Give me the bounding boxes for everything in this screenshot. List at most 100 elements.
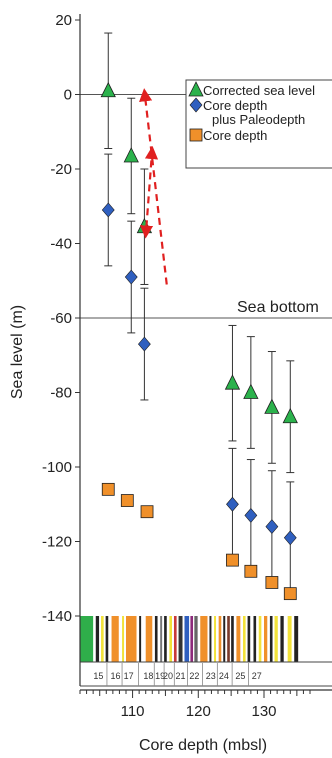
core-number-label: 17	[124, 671, 134, 681]
diamond-point	[138, 336, 151, 352]
triangle-point	[224, 374, 241, 390]
annotations	[139, 88, 168, 285]
core-band	[164, 616, 167, 662]
diamond-point	[124, 269, 138, 285]
core-number-label: 16	[110, 671, 120, 681]
core-band	[280, 616, 284, 662]
core-number-label: 15	[93, 671, 103, 681]
core-band	[194, 616, 198, 662]
legend-diamond-marker	[189, 97, 203, 113]
data-markers	[100, 81, 298, 601]
diamond-point	[244, 507, 258, 523]
y-axis-label: Sea level (m)	[9, 305, 26, 399]
core-band	[218, 616, 222, 662]
diamond-point	[265, 519, 279, 535]
core-band	[139, 616, 142, 662]
legend-entry-label: Corrected sea level	[203, 83, 315, 98]
y-tick-label: -140	[42, 608, 72, 625]
y-tick-label: -120	[42, 534, 72, 551]
core-number-label: 23	[206, 671, 216, 681]
y-tick-label: -40	[50, 236, 72, 253]
core-number-label: 22	[189, 671, 199, 681]
core-band	[287, 616, 292, 662]
triangle-point	[100, 81, 116, 98]
x-axis-label: Core depth (mbsl)	[139, 737, 267, 754]
core-number-label: 25	[235, 671, 245, 681]
core-band	[247, 616, 251, 662]
diamond-point	[283, 530, 297, 546]
square-point	[101, 482, 115, 496]
legend-entry-label: plus Paleodepth	[212, 112, 305, 127]
legend-square-marker	[189, 128, 203, 142]
core-band	[111, 616, 119, 662]
x-tick-label: 130	[251, 703, 276, 720]
y-axis: 20 0 -20 -40 -60 -80 -100 -120 -140	[42, 12, 81, 686]
triangle-point	[123, 147, 139, 163]
core-band	[122, 616, 125, 662]
x-tick-label: 110	[121, 703, 145, 720]
core-band	[95, 616, 100, 662]
square-point	[265, 576, 279, 589]
core-band	[169, 616, 172, 662]
square-point	[120, 494, 134, 507]
triangle-point	[282, 407, 298, 424]
red-dashed-arrow	[139, 88, 168, 285]
core-number-label: 18	[143, 671, 153, 681]
legend-box	[185, 79, 332, 169]
core-band	[294, 616, 299, 662]
core-band	[253, 616, 257, 662]
square-point	[283, 587, 297, 601]
core-band	[160, 616, 163, 662]
core-band	[101, 616, 104, 662]
diamond-point	[226, 496, 239, 512]
core-number-label: 20	[163, 671, 173, 681]
legend-entry-label: Core depth	[203, 128, 267, 143]
diamond-point	[101, 202, 115, 218]
x-axis: 110 120 130	[79, 689, 332, 720]
legend-triangle-marker	[188, 81, 204, 97]
y-tick-label: 0	[64, 87, 72, 104]
core-band	[178, 616, 183, 662]
square-point	[244, 564, 258, 578]
core-band	[231, 616, 234, 662]
core-band	[258, 616, 262, 662]
core-number-label: 27	[252, 671, 262, 681]
square-point	[140, 505, 154, 519]
core-number-label: 19	[155, 671, 165, 681]
y-tick-label: -80	[50, 385, 72, 402]
core-band	[269, 616, 273, 662]
core-band	[173, 616, 177, 662]
core-band	[80, 616, 94, 662]
core-band	[264, 616, 268, 662]
core-band	[242, 616, 246, 662]
core-band	[236, 616, 241, 662]
core-band	[274, 616, 278, 662]
core-band	[223, 616, 226, 662]
y-tick-label: 20	[55, 12, 72, 29]
y-tick-label: -60	[50, 310, 72, 327]
sea-bottom-label: Sea bottom	[237, 299, 319, 316]
y-tick-label: -20	[50, 161, 72, 178]
core-band	[105, 616, 109, 662]
legend-entry-label: Core depth	[203, 98, 267, 113]
core-band	[200, 616, 208, 662]
core-band	[227, 616, 230, 662]
red-dashed-double-arrow	[139, 145, 159, 239]
core-band	[209, 616, 212, 662]
core-band	[184, 616, 190, 662]
core-number-label: 21	[176, 671, 186, 681]
y-tick-label: -100	[42, 459, 72, 476]
core-band	[190, 616, 194, 662]
x-tick-label: 120	[186, 703, 211, 720]
triangle-point	[264, 398, 280, 414]
core-band	[154, 616, 158, 662]
triangle-point	[136, 217, 153, 234]
triangle-point	[243, 383, 259, 399]
core-number-label: 24	[219, 671, 229, 681]
core-band	[214, 616, 217, 662]
core-band	[145, 616, 153, 662]
square-point	[226, 553, 239, 567]
